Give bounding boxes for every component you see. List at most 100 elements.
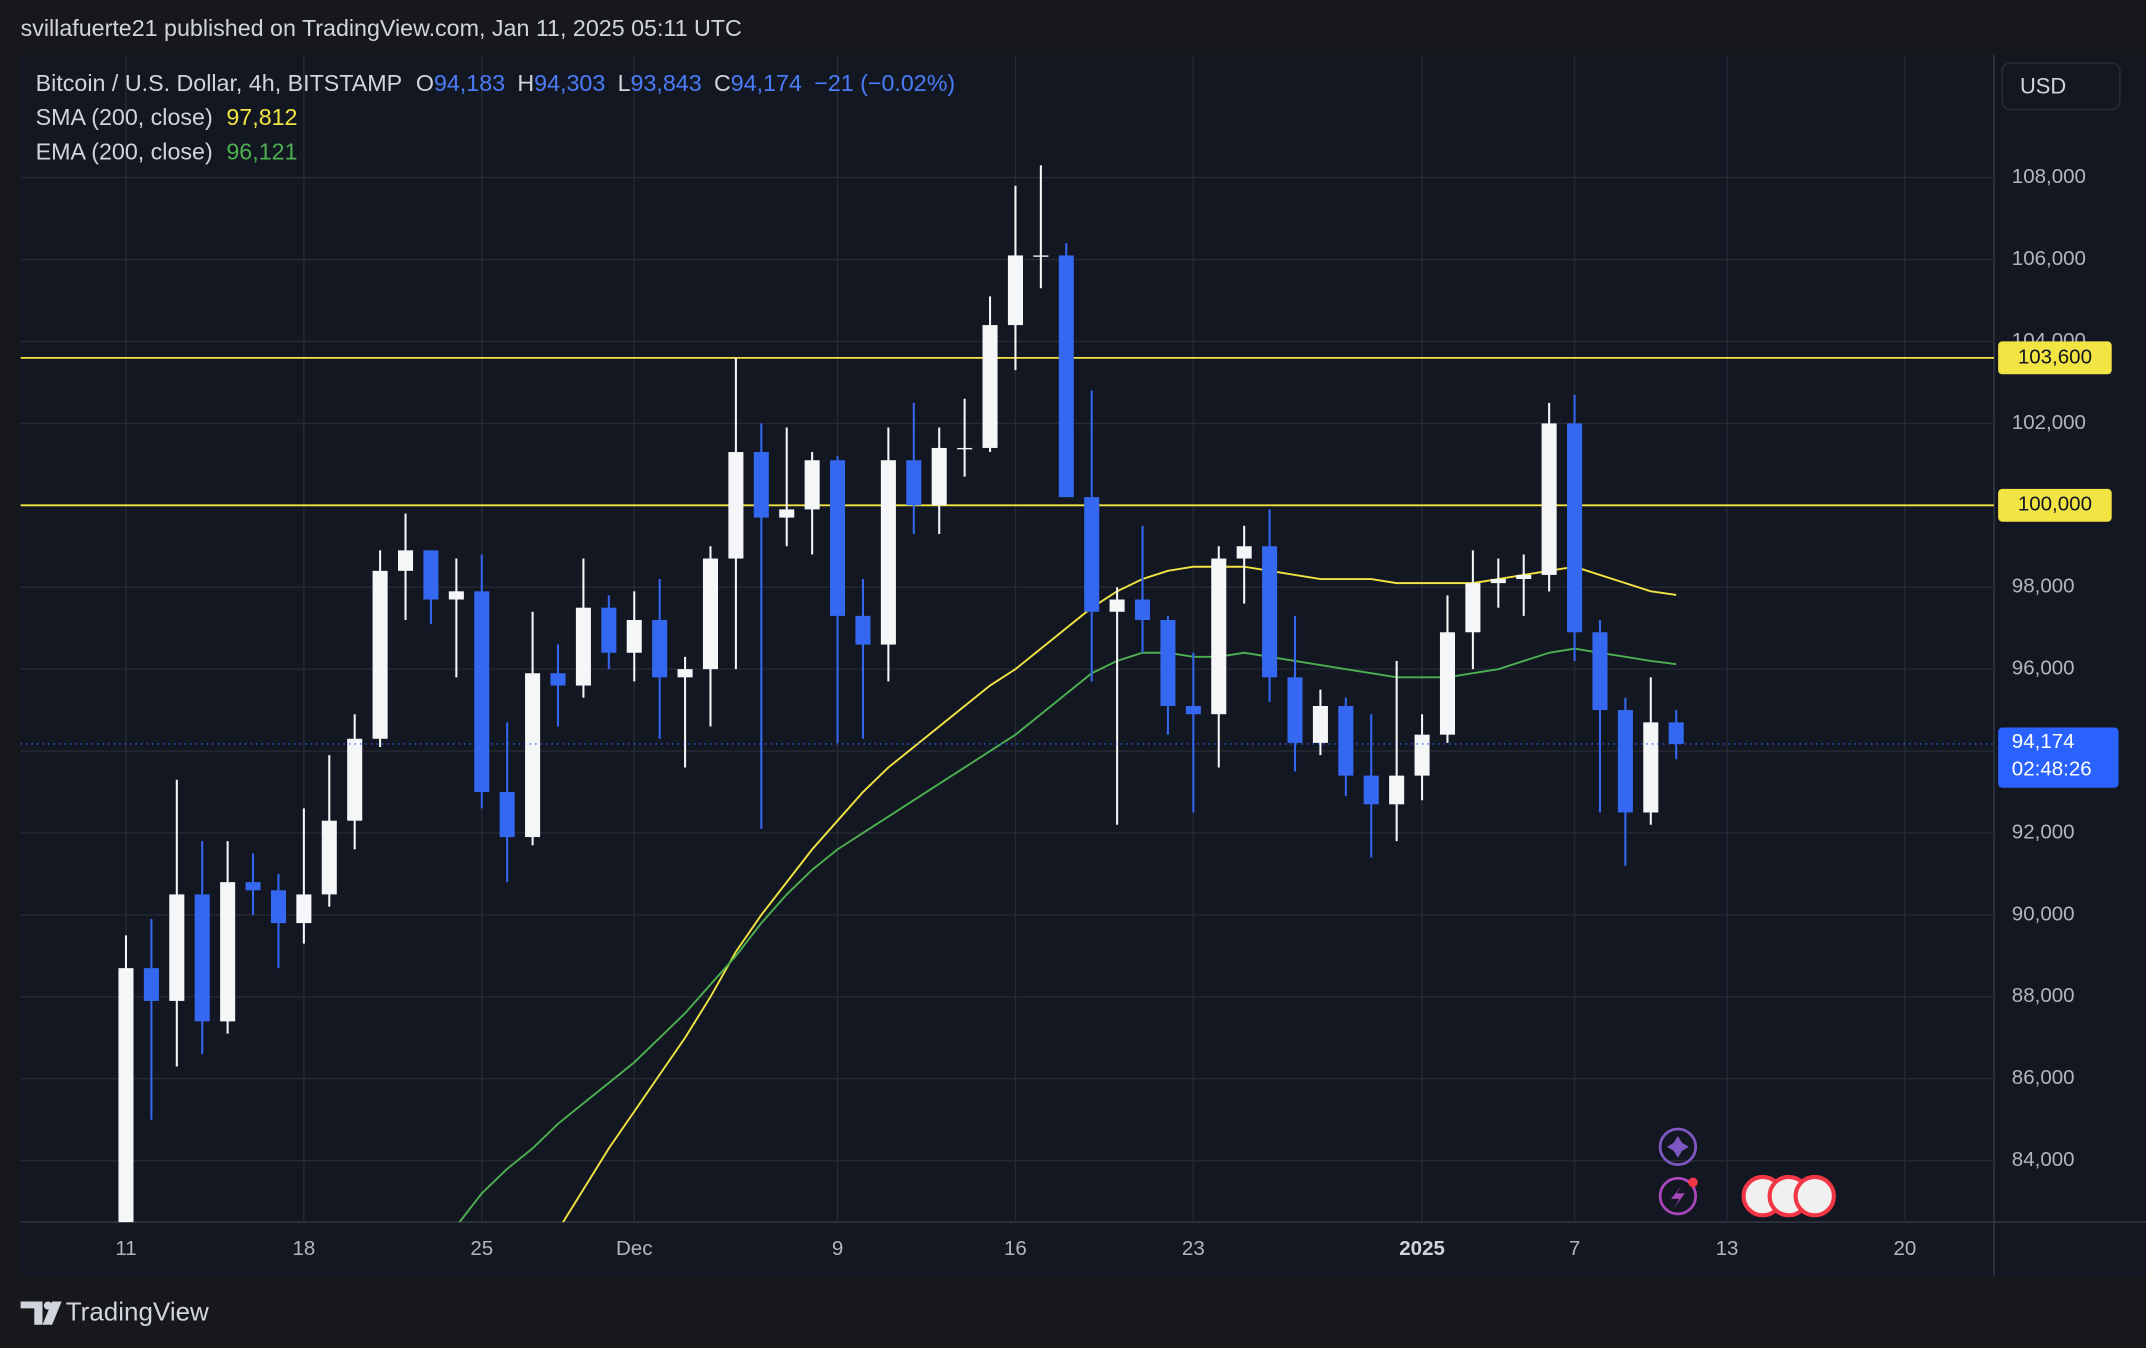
candle-body — [957, 447, 973, 450]
candle-body — [753, 452, 769, 518]
y-tick-label: 96,000 — [2012, 657, 2075, 680]
ohlc-value: 93,843 — [631, 70, 702, 96]
legend-entry: EMA (200, close) 96,121 — [36, 138, 298, 164]
candle-body — [321, 820, 337, 895]
chart-panel — [20, 54, 2146, 1277]
legend-value: 96,121 — [226, 138, 297, 164]
candle-body — [1592, 632, 1608, 711]
candle-body — [1211, 558, 1227, 715]
candle-body — [1338, 706, 1354, 776]
currency-label: USD — [2020, 73, 2066, 98]
x-tick-label: 23 — [1182, 1237, 1205, 1260]
idea-icon[interactable] — [1658, 1127, 1698, 1166]
event-flag[interactable] — [1793, 1174, 1836, 1218]
level-label: 100,000 — [2018, 493, 2092, 516]
y-tick-label: 106,000 — [2012, 247, 2086, 270]
ohlc-key: C — [714, 70, 731, 96]
alert-icon[interactable] — [1658, 1176, 1698, 1216]
candle-body — [372, 570, 388, 739]
ohlc-value: 94,303 — [534, 70, 605, 96]
candle-body — [1134, 599, 1151, 620]
level-label: 103,600 — [2018, 345, 2092, 368]
idea-star — [1666, 1135, 1689, 1158]
indicator-line — [458, 647, 1677, 1223]
candle-body — [1643, 722, 1659, 813]
x-tick-label: 16 — [1004, 1237, 1027, 1260]
candle-body — [499, 792, 515, 838]
attribution: svillafuerte21 published on TradingView.… — [21, 15, 742, 41]
candle-body — [194, 894, 210, 1022]
x-tick-label: 11 — [115, 1237, 136, 1260]
y-tick-label: 98,000 — [2012, 575, 2075, 598]
x-tick-label: Dec — [616, 1237, 652, 1260]
candle-body — [1668, 722, 1684, 744]
level-box — [1998, 488, 2112, 522]
candle-body — [677, 669, 693, 678]
candle-body — [1541, 423, 1557, 575]
legend-name: EMA (200, close) — [36, 138, 213, 164]
candle-body — [728, 452, 744, 559]
logo-mark — [20, 1301, 43, 1325]
candle-body — [1490, 579, 1506, 584]
candle-body — [347, 738, 363, 821]
candle-body — [1439, 632, 1456, 735]
y-tick-label: 86,000 — [2012, 1066, 2075, 1089]
candle-body — [804, 460, 820, 510]
legend-entry: SMA (200, close) 97,812 — [36, 104, 298, 130]
change-value: −21 (−0.02%) — [814, 70, 955, 96]
legend-name: SMA (200, close) — [36, 104, 213, 130]
currency-button[interactable] — [2001, 62, 2121, 111]
candle-body — [296, 894, 312, 924]
x-tick-label: 25 — [470, 1237, 493, 1260]
candle-body — [652, 619, 668, 678]
candle-body — [1007, 255, 1023, 326]
candle-body — [1109, 599, 1125, 612]
ohlc-value: 94,174 — [731, 70, 802, 96]
candle-body — [423, 550, 439, 600]
candle-body — [855, 615, 871, 645]
brand: TradingView — [66, 1297, 209, 1327]
candle-body — [1389, 775, 1405, 805]
candle-body — [601, 607, 617, 653]
candle-body — [779, 509, 795, 518]
candle-body — [1287, 677, 1303, 743]
last-price-box — [1998, 727, 2119, 788]
event-icons — [1658, 1127, 1836, 1218]
candle-body — [525, 673, 541, 838]
plot-area — [20, 165, 1995, 1223]
y-tick-label: 88,000 — [2012, 984, 2075, 1007]
y-tick-label: 108,000 — [2012, 165, 2086, 188]
candle-body — [398, 550, 414, 571]
candle-body — [550, 673, 566, 686]
candle-body — [1033, 255, 1049, 257]
candle-body — [1236, 546, 1252, 559]
candle-body — [830, 460, 846, 616]
ohlc-value: 94,183 — [434, 70, 505, 96]
alert-dot — [1688, 1177, 1698, 1188]
candle-body — [143, 968, 159, 1001]
y-tick-label: 90,000 — [2012, 902, 2075, 925]
brand-logo — [20, 1301, 62, 1325]
legend-main: Bitcoin / U.S. Dollar, 4h, BITSTAMP O94,1… — [36, 70, 955, 96]
candle-body — [474, 591, 490, 793]
countdown-label: 02:48:26 — [2012, 757, 2092, 780]
candle-body — [1363, 775, 1379, 805]
candle-body — [448, 591, 464, 600]
ohlc-key: O — [416, 70, 434, 96]
alert-bolt — [1671, 1185, 1685, 1209]
candle-body — [575, 607, 591, 686]
candle-body — [1567, 423, 1583, 633]
candle-body — [1465, 583, 1481, 633]
legend-title: Bitcoin / U.S. Dollar, 4h, BITSTAMP — [36, 70, 403, 96]
last-price-label: 94,174 — [2012, 730, 2075, 753]
candle-body — [118, 968, 134, 1223]
x-tick-label: 13 — [1716, 1237, 1739, 1260]
y-tick-label: 102,000 — [2012, 411, 2086, 434]
y-tick-label: 92,000 — [2012, 820, 2075, 843]
x-tick-label: 2025 — [1399, 1237, 1445, 1260]
candle-body — [1312, 706, 1328, 743]
x-tick-label: 18 — [292, 1237, 315, 1260]
candle-body — [880, 460, 896, 645]
